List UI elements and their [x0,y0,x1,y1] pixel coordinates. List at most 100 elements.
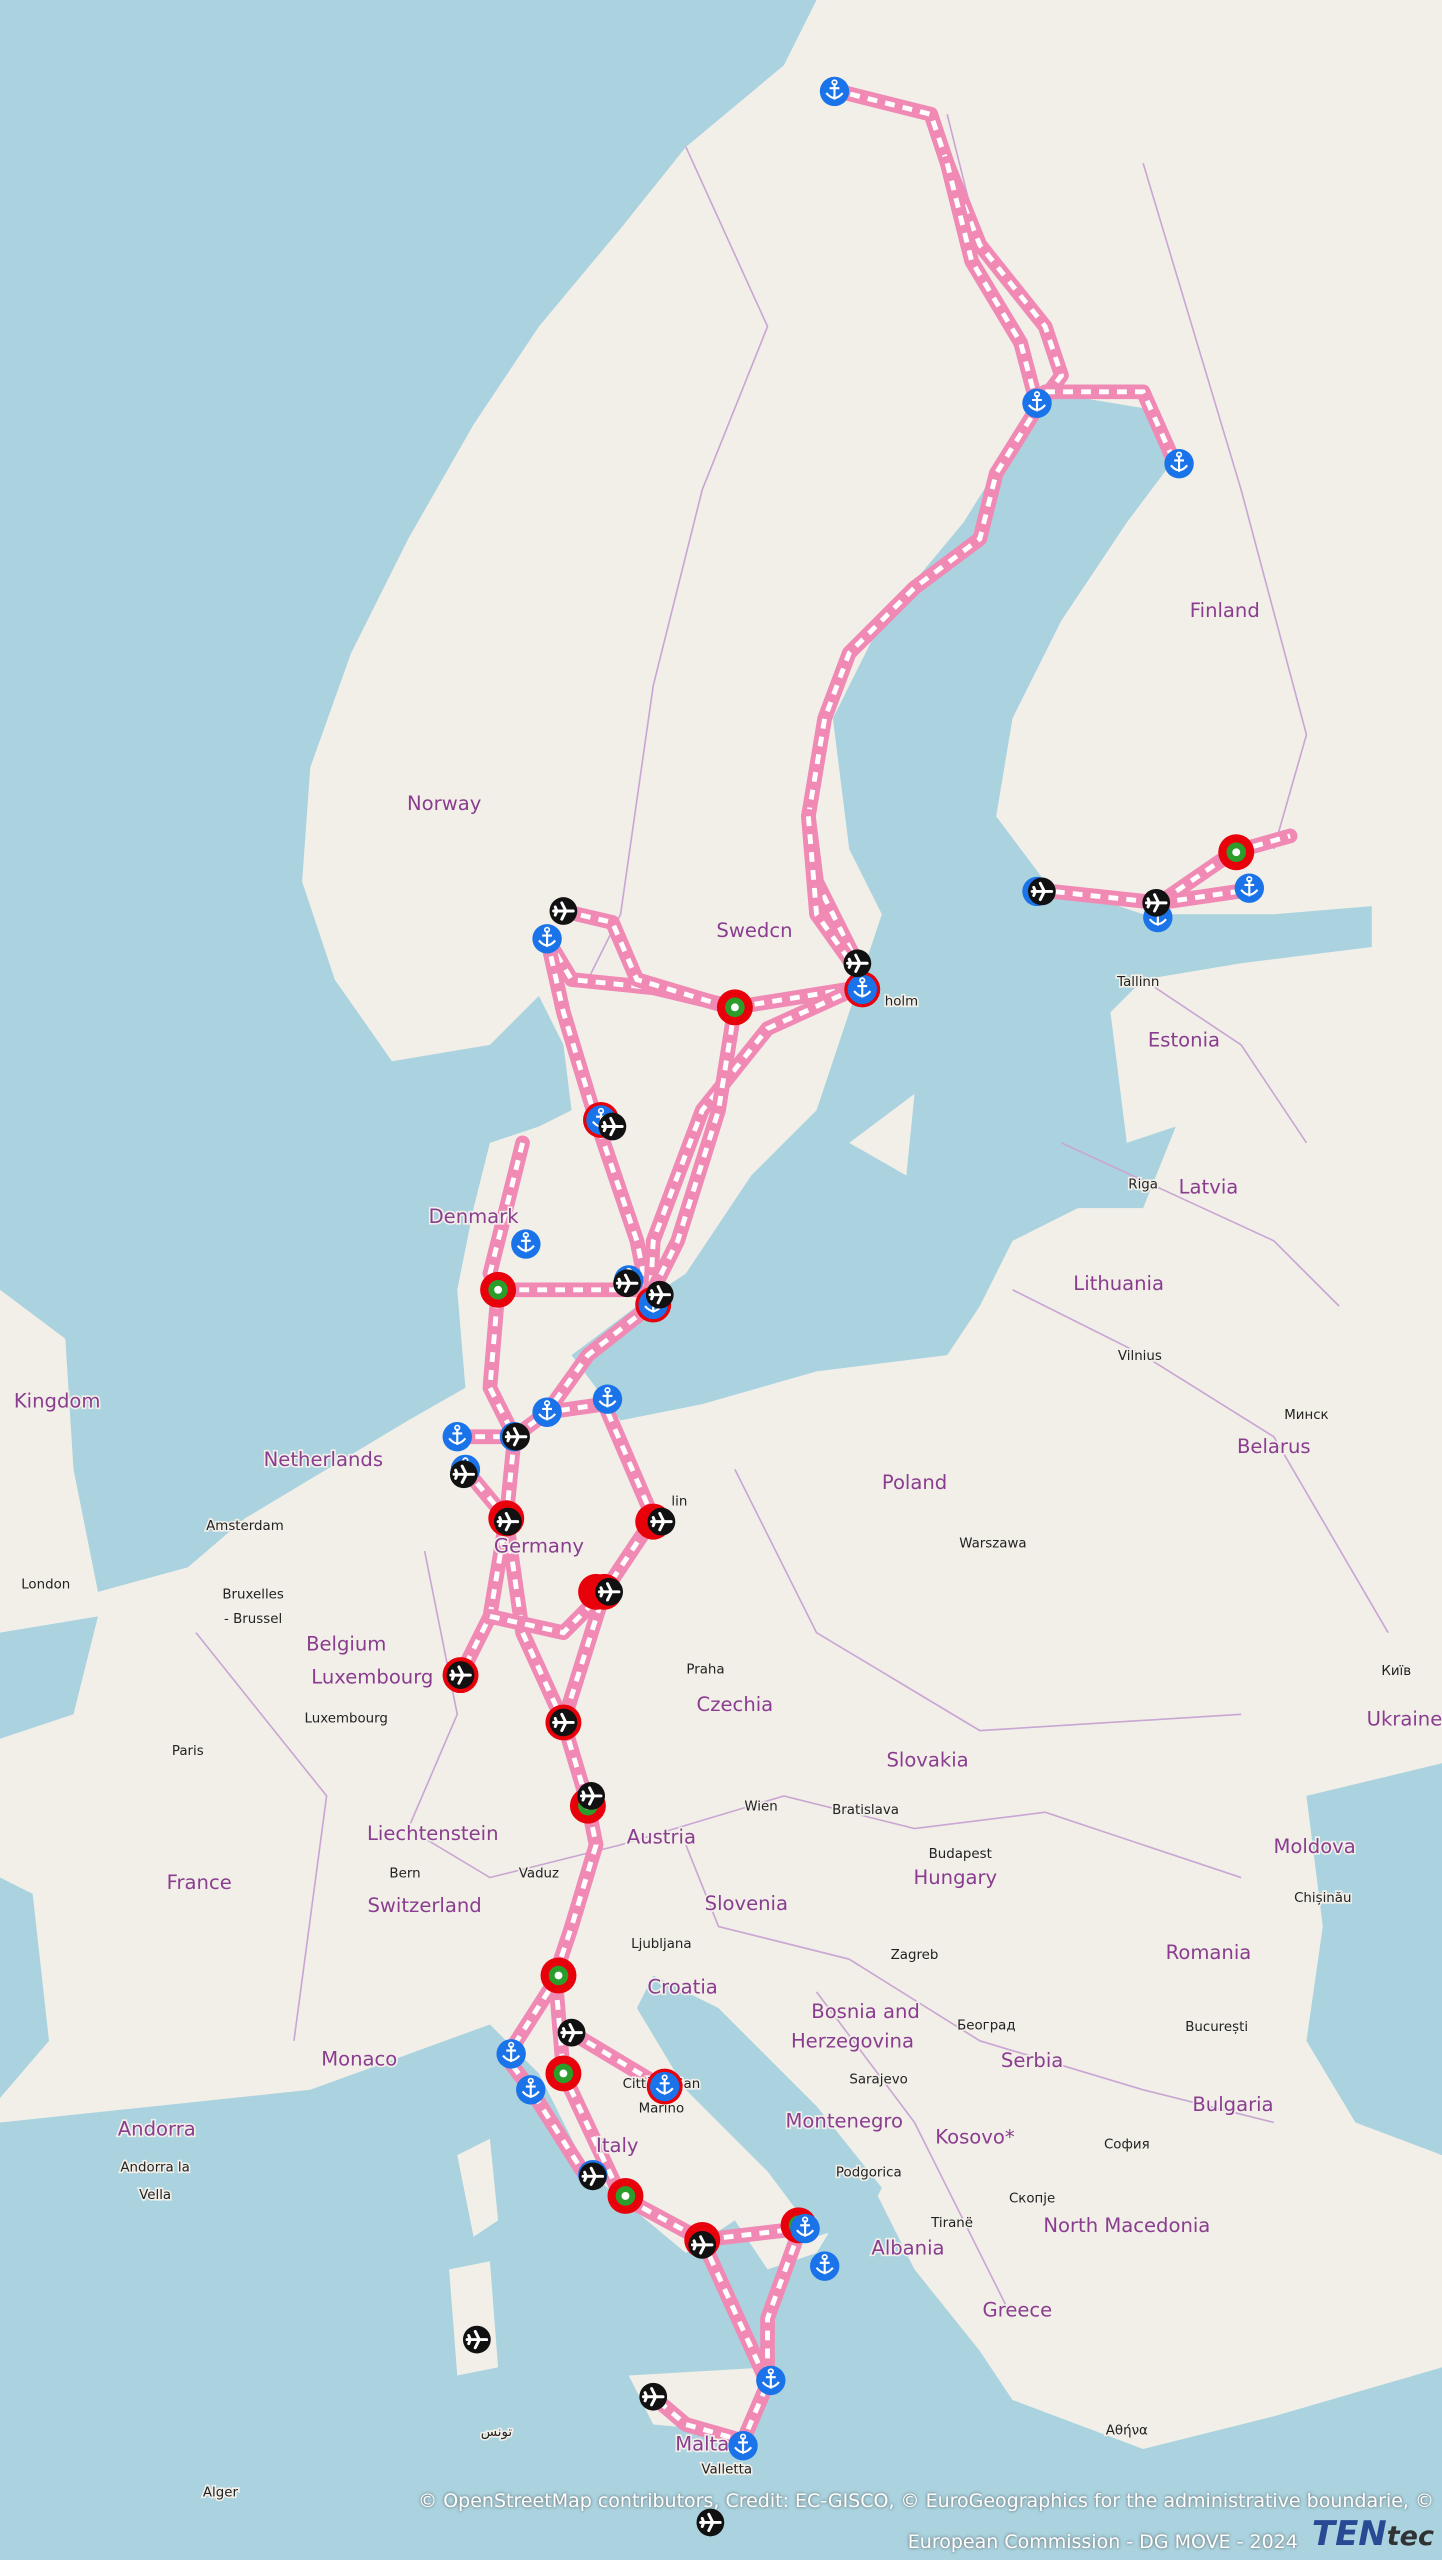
port-icon[interactable] [511,1229,541,1259]
city-label: - Brussel [224,1612,282,1627]
city-label: Ljubljana [631,1937,691,1952]
markers-layer [442,76,1264,2537]
city-label: Київ [1381,1663,1411,1679]
country-border [195,1632,328,2041]
port-icon[interactable] [1022,388,1052,418]
port-icon[interactable] [810,2251,840,2281]
country-label: Hungary [914,1866,998,1889]
country-label: Bosnia and [811,2000,920,2023]
terminal-dot [559,2069,568,2078]
country-label: Bulgaria [1192,2093,1273,2116]
country-label: Belarus [1237,1435,1311,1458]
sea-area [571,391,1372,1421]
port-icon[interactable] [1234,873,1264,903]
country-border [685,1844,1274,2124]
port-icon[interactable] [1164,448,1194,479]
city-label: Budapest [929,1847,992,1862]
port-icon[interactable] [819,76,850,107]
country-label: Kosovo* [935,2126,1015,2149]
route-dash [512,1401,801,2243]
country-border [734,1469,1242,1732]
country-label: Moldova [1273,1835,1355,1858]
country-label: Netherlands [264,1448,383,1471]
port-icon[interactable] [728,2431,758,2461]
country-label: Herzegovina [791,2029,914,2052]
airport-icon[interactable] [645,1280,674,1309]
country-border [1012,1289,1389,1634]
route-dash [1036,833,1291,906]
city-label: Αθήνα [1106,2422,1148,2438]
port-icon[interactable] [496,2039,526,2069]
airport-icon[interactable] [1028,877,1056,906]
port-icon[interactable] [790,2213,820,2244]
airport-icon[interactable] [696,2508,725,2537]
city-label: Vilnius [1118,1349,1162,1364]
route-line[interactable] [939,155,1045,413]
city-label: Tallinn [1116,975,1159,990]
city-label: Luxembourg [305,1711,388,1726]
port-icon[interactable] [756,2365,786,2396]
country-border [587,146,769,980]
country-label: Andorra [118,2118,196,2141]
airport-icon[interactable] [502,1422,530,1451]
airport-icon[interactable] [647,1507,676,1536]
airport-icon[interactable] [595,1577,624,1606]
country-border [1142,978,1308,1144]
sea-area [0,1616,98,1739]
route-dash [805,816,860,973]
route-line[interactable] [645,1000,743,1298]
route-dash [647,985,859,1307]
port-icon[interactable] [592,1384,623,1414]
attribution-row-2: European Commission - DG MOVE - 2024 TEN… [418,2515,1434,2556]
route-dash [503,1436,566,1724]
country-label: Serbia [1001,2049,1063,2072]
airport-icon[interactable] [446,1661,475,1689]
tentec-logo: TENtec [1312,2515,1434,2556]
route-dash [503,1974,590,2181]
country-label: Slovenia [705,1892,788,1915]
port-icon[interactable] [442,1422,472,1452]
route-dash [1045,389,1179,467]
airport-icon[interactable] [578,2162,607,2191]
airport-icon[interactable] [557,2018,586,2047]
city-label: Podgorica [836,2165,902,2180]
airport-icon[interactable] [1142,888,1171,917]
city-label: Tiranë [930,2216,973,2231]
port-icon[interactable] [532,924,562,954]
port-icon[interactable] [847,974,877,1005]
airport-icon[interactable] [613,1269,641,1298]
country-label: Czechia [697,1693,774,1716]
country-label: France [167,1871,232,1894]
country-label: Denmark [429,1205,520,1228]
terminal-dot [1232,848,1241,857]
airport-icon[interactable] [688,2231,717,2259]
island [449,2261,499,2376]
country-label: Romania [1166,1941,1252,1964]
port-icon[interactable] [649,2071,680,2102]
logo-text: TEN [1311,2514,1387,2554]
airport-icon[interactable] [577,1782,606,1810]
country-label: Italy [596,2134,638,2157]
city-label: Riga [1128,1178,1158,1193]
country-label: Austria [627,1825,696,1848]
airport-icon[interactable] [462,2325,491,2354]
port-icon[interactable] [532,1397,562,1427]
airport-icon[interactable] [639,2382,668,2411]
airport-icon[interactable] [549,1708,578,1737]
airport-icon[interactable] [494,1507,522,1536]
route-line[interactable] [564,2025,669,2094]
terminal-dot [621,2192,630,2200]
attribution-line-2: European Commission - DG MOVE - 2024 [907,2531,1298,2553]
country-label: Croatia [647,1975,717,1998]
map-attribution: © OpenStreetMap contributors, Credit: EC… [418,2487,1434,2556]
city-label: București [1185,2020,1248,2035]
airport-icon[interactable] [549,897,578,925]
airport-icon[interactable] [598,1112,627,1141]
route-dash [562,908,720,1007]
airport-icon[interactable] [843,949,872,978]
terminal-dot [494,1285,503,1294]
airport-icon[interactable] [449,1460,478,1489]
port-icon[interactable] [516,2075,546,2105]
country-label: Luxembourg [311,1665,433,1688]
